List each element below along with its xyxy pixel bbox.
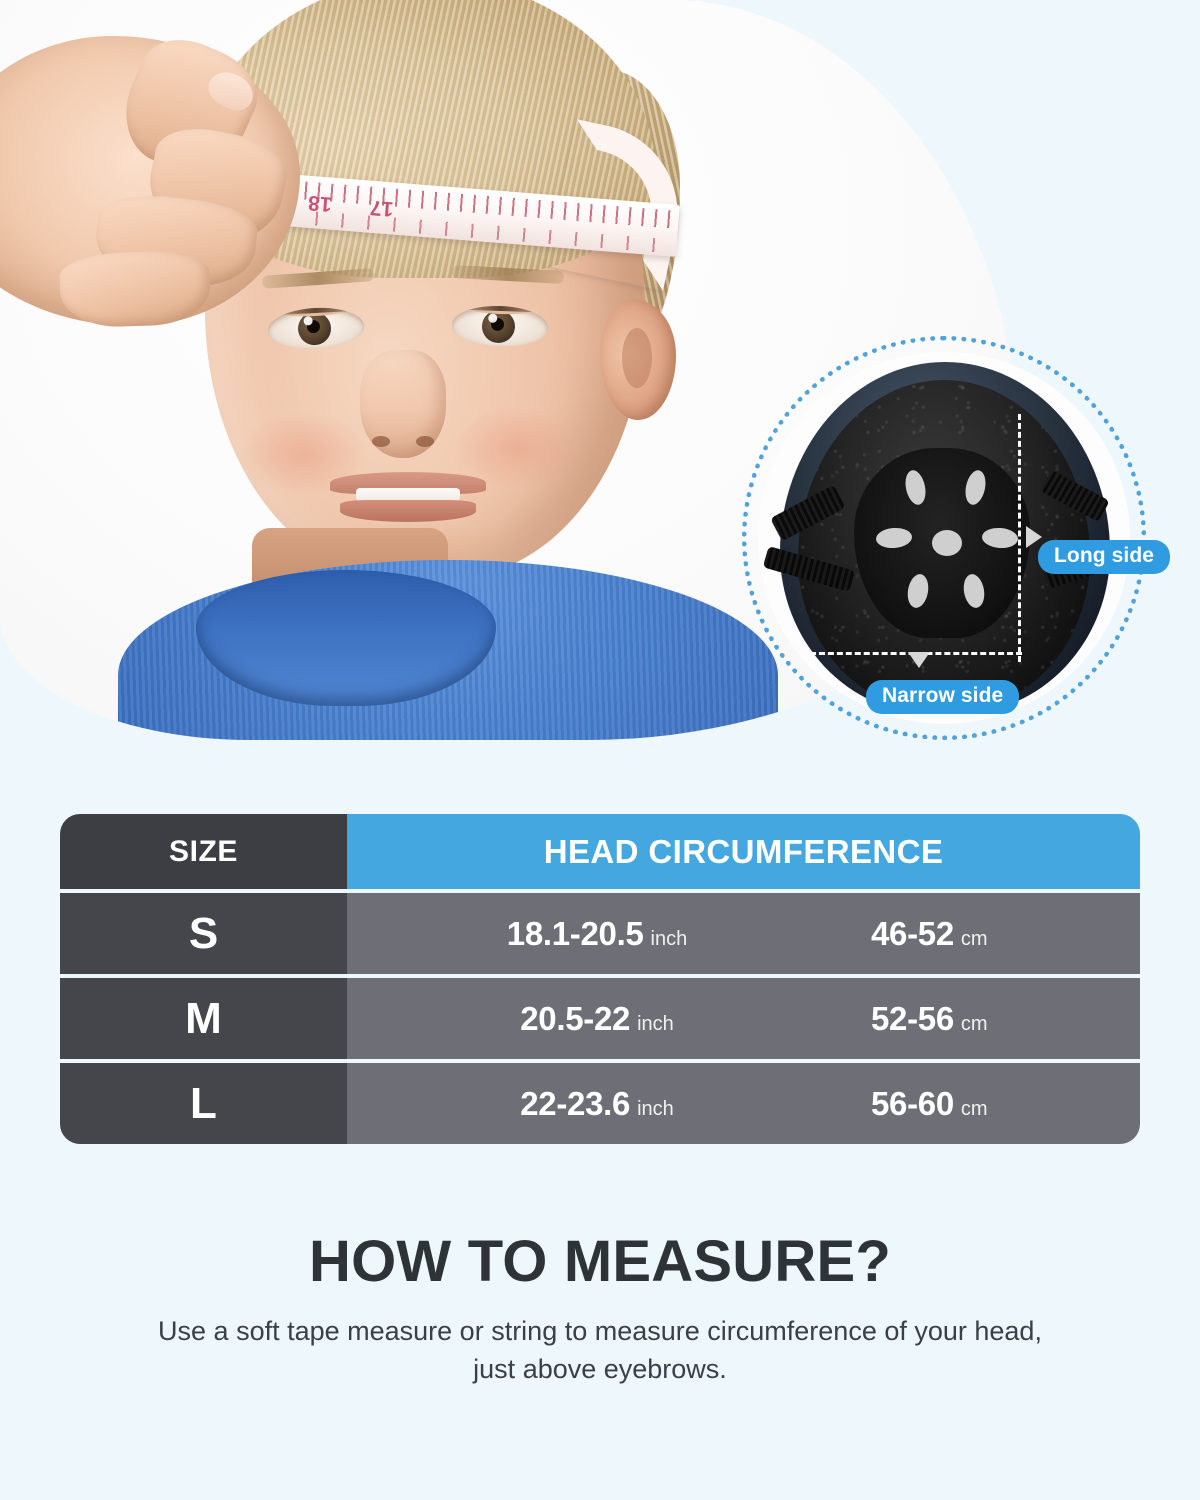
inch-unit: inch xyxy=(637,1097,674,1120)
cm-value: 52-56 xyxy=(871,999,954,1037)
table-header-row: SIZE HEAD CIRCUMFERENCE xyxy=(60,814,1140,890)
how-to-measure-description: Use a soft tape measure or string to mea… xyxy=(158,1316,1042,1385)
nose xyxy=(360,350,446,458)
cm-measurement: 56-60 cm xyxy=(847,1085,1140,1123)
cell-size: S xyxy=(60,893,347,975)
size-letter: M xyxy=(185,993,222,1043)
header-label-size: SIZE xyxy=(168,834,239,868)
table-row: M 20.5-22 inch 52-56 cm xyxy=(60,978,1140,1060)
cell-circumference: 18.1-20.5 inch 46-52 cm xyxy=(347,893,1140,975)
cell-circumference: 22-23.6 inch 56-60 cm xyxy=(347,1063,1140,1144)
size-chart-table: SIZE HEAD CIRCUMFERENCE S 18.1-20.5 inch… xyxy=(60,814,1140,1144)
inch-measurement: 22-23.6 inch xyxy=(347,1085,847,1123)
size-letter: S xyxy=(188,908,219,958)
cm-unit: cm xyxy=(960,1097,988,1120)
cell-circumference: 20.5-22 inch 52-56 cm xyxy=(347,978,1140,1060)
label-long-side: Long side xyxy=(1038,540,1171,575)
cell-size: M xyxy=(60,978,347,1060)
table-row: S 18.1-20.5 inch 46-52 cm xyxy=(60,893,1140,975)
cm-value: 56-60 xyxy=(871,1084,954,1122)
table-row: L 22-23.6 inch 56-60 cm xyxy=(60,1063,1140,1144)
header-label-circumference: HEAD CIRCUMFERENCE xyxy=(543,832,944,870)
inch-measurement: 18.1-20.5 inch xyxy=(347,915,847,953)
tape-number: 17 xyxy=(369,195,395,221)
cheek-right xyxy=(452,406,582,490)
inch-unit: inch xyxy=(637,1012,674,1035)
how-to-measure-title: HOW TO MEASURE? xyxy=(309,1229,891,1294)
inch-value: 22-23.6 xyxy=(520,1084,631,1122)
shirt-collar xyxy=(196,570,496,706)
size-letter: L xyxy=(190,1078,217,1128)
row-divider xyxy=(60,1059,1140,1064)
header-cell-circumference: HEAD CIRCUMFERENCE xyxy=(347,814,1140,890)
label-narrow-side: Narrow side xyxy=(866,680,1020,715)
mouth xyxy=(330,472,486,522)
row-divider xyxy=(60,974,1140,979)
cm-value: 46-52 xyxy=(871,914,954,952)
cm-unit: cm xyxy=(960,927,988,950)
header-cell-size: SIZE xyxy=(60,814,347,890)
inch-value: 20.5-22 xyxy=(520,999,631,1037)
cm-measurement: 46-52 cm xyxy=(847,915,1140,953)
row-divider xyxy=(60,889,1140,894)
inch-measurement: 20.5-22 inch xyxy=(347,1000,847,1038)
inch-unit: inch xyxy=(650,927,688,950)
inch-value: 18.1-20.5 xyxy=(506,914,644,952)
cm-unit: cm xyxy=(960,1012,988,1035)
cell-size: L xyxy=(60,1063,347,1144)
dotted-circle-border xyxy=(742,336,1146,740)
cm-measurement: 52-56 cm xyxy=(847,1000,1140,1038)
child-ear xyxy=(600,300,676,420)
